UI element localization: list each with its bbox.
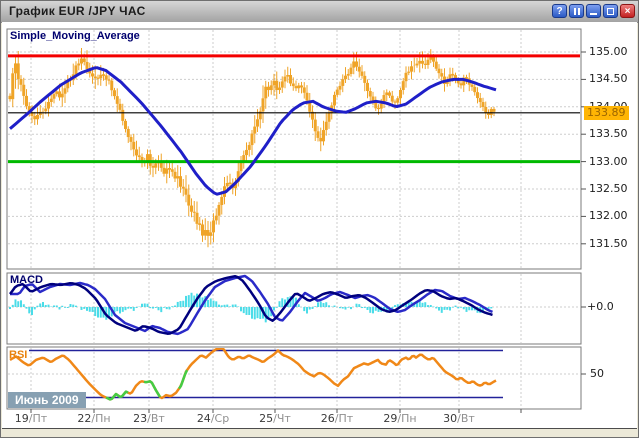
rsi-indicator-label: RSI <box>9 349 28 361</box>
time-tick-label: 25/Чт <box>259 412 291 425</box>
month-badge: Июнь 2009 <box>8 392 86 408</box>
window-bottom-frame <box>1 429 638 437</box>
pause-icon <box>573 7 580 15</box>
titlebar-buttons: ? × <box>552 4 635 18</box>
minimize-icon <box>590 13 597 15</box>
pause-button[interactable] <box>569 4 584 18</box>
price-tick-label: 132.00 <box>589 209 628 223</box>
price-tick-label: 133.50 <box>589 127 628 141</box>
chart-area[interactable] <box>2 22 637 429</box>
price-tick-label: 132.50 <box>589 182 628 195</box>
price-tick-label: 134.50 <box>589 72 628 86</box>
time-tick-label: 19/Пт <box>14 412 48 425</box>
time-tick-label: 22/Пн <box>77 412 111 425</box>
price-tick-label: 135.00 <box>589 45 628 58</box>
time-tick-label: 30/Вт <box>443 412 475 425</box>
maximize-icon <box>607 7 614 15</box>
window-title: График EUR /JPY ЧАС <box>9 4 146 18</box>
macd-indicator-label: MACD <box>10 274 43 286</box>
close-button[interactable]: × <box>620 4 635 18</box>
titlebar[interactable]: График EUR /JPY ЧАС ? × <box>1 1 638 23</box>
macd-zero-label: +0.0 <box>587 300 614 313</box>
maximize-button[interactable] <box>603 4 618 18</box>
close-icon: × <box>624 5 631 17</box>
price-tick-label: 133.00 <box>589 154 628 168</box>
time-tick-label: 29/Пн <box>383 412 417 425</box>
sma-indicator-label: Simple_Moving_Average <box>10 30 140 42</box>
rsi-mid-label: 50 <box>590 367 604 380</box>
minimize-button[interactable] <box>586 4 601 18</box>
current-price-badge: 133.89 <box>584 106 629 120</box>
time-tick-label: 26/Пт <box>320 412 354 425</box>
price-tick-label: 131.50 <box>589 236 628 250</box>
help-button[interactable]: ? <box>552 4 567 18</box>
time-tick-label: 24/Ср <box>196 412 230 425</box>
time-tick-label: 23/Вт <box>133 412 165 425</box>
help-icon: ? <box>556 5 563 17</box>
